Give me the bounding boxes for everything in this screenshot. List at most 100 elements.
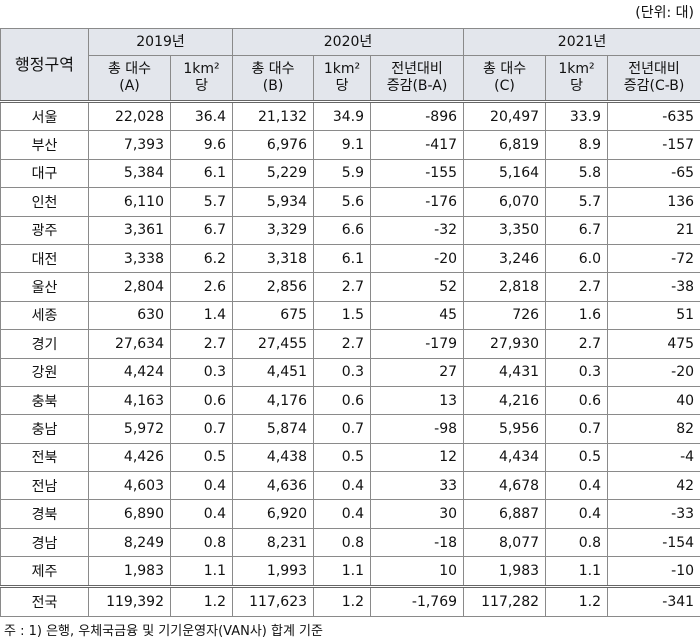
region-cell: 대전 bbox=[0, 243, 89, 274]
value-cell: 0.8 bbox=[313, 527, 372, 558]
value-cell: 0.5 bbox=[169, 442, 234, 473]
value-cell: 8,077 bbox=[463, 527, 547, 558]
value-cell: 5,874 bbox=[232, 414, 315, 444]
value-cell: 117,282 bbox=[463, 584, 547, 617]
table-row: 서울 22,028 36.4 21,132 34.9 -896 20,497 33.9 -635 bbox=[0, 100, 700, 132]
value-cell: 8,231 bbox=[232, 527, 315, 558]
value-cell: 2,818 bbox=[463, 272, 547, 302]
value-cell: 4,163 bbox=[88, 385, 171, 416]
region-cell: 대구 bbox=[0, 158, 89, 189]
table-row: 경기 27,634 2.7 27,455 2.7 -179 27,930 2.7 475 bbox=[0, 329, 700, 359]
value-cell: -417 bbox=[370, 130, 465, 160]
value-cell: 0.8 bbox=[169, 527, 234, 558]
value-cell: 0.4 bbox=[545, 499, 609, 529]
region-cell: 충북 bbox=[0, 385, 89, 416]
region-cell: 부산 bbox=[0, 130, 89, 160]
value-cell: 6,070 bbox=[463, 187, 547, 217]
region-cell: 강원 bbox=[0, 357, 89, 387]
value-cell: 0.6 bbox=[169, 385, 234, 416]
region-cell: 충남 bbox=[0, 414, 89, 444]
region-cell: 전국 bbox=[0, 584, 89, 617]
value-cell: -157 bbox=[607, 130, 700, 160]
value-cell: 0.4 bbox=[169, 499, 234, 529]
value-cell: 6.7 bbox=[169, 215, 234, 245]
header-line: 당 bbox=[195, 78, 208, 94]
value-cell: 0.4 bbox=[545, 471, 609, 501]
value-cell: 4,603 bbox=[88, 471, 171, 501]
value-cell: -98 bbox=[370, 414, 465, 444]
table-row: 제주 1,983 1.1 1,993 1.1 10 1,983 1.1 -10 bbox=[0, 556, 700, 587]
table-row: 인천 6,110 5.7 5,934 5.6 -176 6,070 5.7 136 bbox=[0, 187, 700, 217]
value-cell: -341 bbox=[607, 584, 700, 617]
value-cell: 5,956 bbox=[463, 414, 547, 444]
value-cell: -38 bbox=[607, 272, 700, 302]
region-cell: 경기 bbox=[0, 329, 89, 359]
value-cell: 6,976 bbox=[232, 130, 315, 160]
header-line: 총 대수 bbox=[482, 61, 527, 77]
header-line: 1km² bbox=[323, 61, 361, 77]
value-cell: 1.1 bbox=[545, 556, 609, 587]
column-header: 총 대수 (C) bbox=[463, 55, 547, 103]
value-cell: -896 bbox=[370, 100, 465, 132]
value-cell: 3,318 bbox=[232, 243, 315, 274]
region-cell: 전북 bbox=[0, 442, 89, 473]
value-cell: 6.0 bbox=[545, 243, 609, 274]
value-cell: 1.2 bbox=[169, 584, 234, 617]
value-cell: 117,623 bbox=[232, 584, 315, 617]
value-cell: 34.9 bbox=[313, 100, 372, 132]
table-row: 전북 4,426 0.5 4,438 0.5 12 4,434 0.5 -4 bbox=[0, 442, 700, 473]
value-cell: 1,993 bbox=[232, 556, 315, 587]
value-cell: 27,455 bbox=[232, 329, 315, 359]
value-cell: 6,890 bbox=[88, 499, 171, 529]
value-cell: 4,434 bbox=[463, 442, 547, 473]
table-row: 대구 5,384 6.1 5,229 5.9 -155 5,164 5.8 -65 bbox=[0, 158, 700, 189]
value-cell: 13 bbox=[370, 385, 465, 416]
value-cell: 5,164 bbox=[463, 158, 547, 189]
value-cell: 1.1 bbox=[169, 556, 234, 587]
value-cell: 33.9 bbox=[545, 100, 609, 132]
header-line: 당 bbox=[570, 78, 583, 94]
value-cell: -155 bbox=[370, 158, 465, 189]
value-cell: 4,451 bbox=[232, 357, 315, 387]
value-cell: 6,110 bbox=[88, 187, 171, 217]
value-cell: 3,246 bbox=[463, 243, 547, 274]
value-cell: 6.6 bbox=[313, 215, 372, 245]
value-cell: -176 bbox=[370, 187, 465, 217]
value-cell: 5,972 bbox=[88, 414, 171, 444]
value-cell: 5.8 bbox=[545, 158, 609, 189]
unit-label: (단위: 대) bbox=[635, 5, 694, 21]
value-cell: 1,983 bbox=[463, 556, 547, 587]
region-cell: 전남 bbox=[0, 471, 89, 501]
value-cell: 82 bbox=[607, 414, 700, 444]
value-cell: 30 bbox=[370, 499, 465, 529]
value-cell: 52 bbox=[370, 272, 465, 302]
footnote: 주 : 1) 은행, 우체국금융 및 기기운영자(VAN사) 합계 기준 bbox=[4, 624, 323, 639]
header-line: (C) bbox=[494, 78, 515, 94]
value-cell: 4,438 bbox=[232, 442, 315, 473]
value-cell: 6.1 bbox=[313, 243, 372, 274]
value-cell: 40 bbox=[607, 385, 700, 416]
region-cell: 광주 bbox=[0, 215, 89, 245]
value-cell: 42 bbox=[607, 471, 700, 501]
data-table: 행정구역 2019년 2020년 2021년 총 대수 (A) 1km² 당 총 대수 (B)… bbox=[0, 28, 700, 617]
value-cell: 6.1 bbox=[169, 158, 234, 189]
table-row: 세종 630 1.4 675 1.5 45 726 1.6 51 bbox=[0, 300, 700, 331]
header-line: (A) bbox=[119, 78, 140, 94]
region-cell: 제주 bbox=[0, 556, 89, 587]
header-line: 총 대수 bbox=[107, 61, 152, 77]
value-cell: -1,769 bbox=[370, 584, 465, 617]
value-cell: 3,361 bbox=[88, 215, 171, 245]
value-cell: 27 bbox=[370, 357, 465, 387]
value-cell: 51 bbox=[607, 300, 700, 331]
value-cell: 0.3 bbox=[169, 357, 234, 387]
value-cell: 3,350 bbox=[463, 215, 547, 245]
column-header: 전년대비 증감(B-A) bbox=[370, 55, 465, 103]
value-cell: -4 bbox=[607, 442, 700, 473]
value-cell: 5.7 bbox=[169, 187, 234, 217]
value-cell: 0.4 bbox=[313, 499, 372, 529]
region-header: 행정구역 bbox=[0, 28, 89, 103]
value-cell: 27,634 bbox=[88, 329, 171, 359]
value-cell: 726 bbox=[463, 300, 547, 331]
table-row: 울산 2,804 2.6 2,856 2.7 52 2,818 2.7 -38 bbox=[0, 272, 700, 302]
